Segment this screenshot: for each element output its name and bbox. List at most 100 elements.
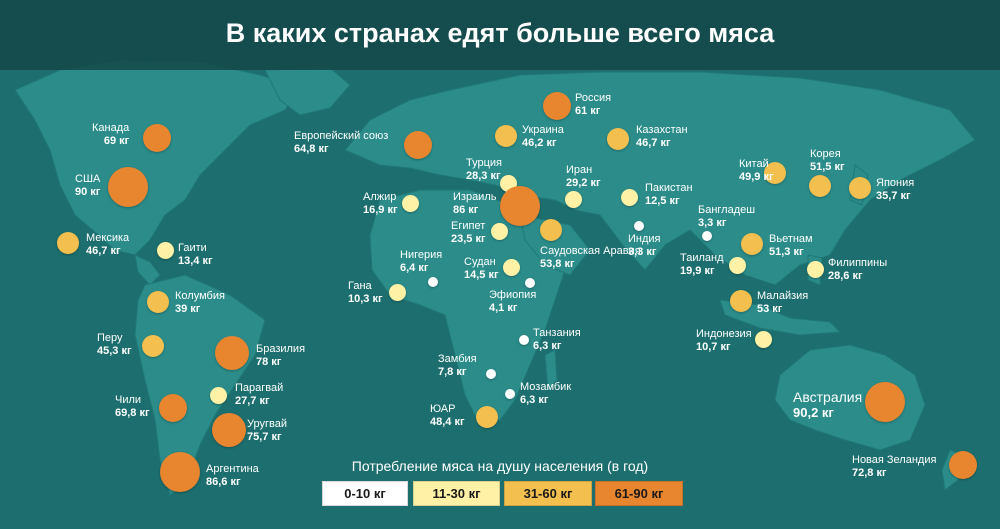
country-name: Казахстан bbox=[636, 124, 688, 136]
marker-корея bbox=[809, 175, 831, 197]
label-израиль: Израиль 86 кг bbox=[453, 191, 496, 217]
label-россия: Россия 61 кг bbox=[575, 92, 611, 118]
country-value: 7,8 кг bbox=[438, 366, 467, 378]
country-value: 46,2 кг bbox=[522, 137, 557, 149]
country-value: 64,8 кг bbox=[294, 143, 329, 155]
country-value: 51,5 кг bbox=[810, 161, 845, 173]
country-value: 72,8 кг bbox=[852, 467, 887, 479]
marker-аргентина bbox=[160, 452, 200, 492]
country-name: Япония bbox=[876, 177, 915, 189]
country-name: Индия bbox=[628, 233, 661, 245]
indonesia-shape bbox=[719, 299, 842, 336]
legend-chip-1: 0-10 кг bbox=[322, 481, 408, 506]
label-бразилия: Бразилия 78 кг bbox=[256, 343, 305, 369]
label-парагвай: Парагвай 27,7 кг bbox=[235, 382, 283, 408]
country-name: Канада bbox=[92, 122, 130, 134]
country-value: 27,7 кг bbox=[235, 395, 270, 407]
country-name: Мексика bbox=[86, 232, 130, 244]
country-name: Уругвай bbox=[247, 418, 287, 430]
marker-казахстан bbox=[607, 128, 629, 150]
country-value: 45,3 кг bbox=[97, 345, 132, 357]
label-гаити: Гаити 13,4 кг bbox=[178, 242, 213, 268]
country-name: Вьетнам bbox=[769, 233, 813, 245]
country-value: 61 кг bbox=[575, 105, 601, 117]
country-value: 3,3 кг bbox=[698, 217, 727, 229]
marker-судан bbox=[502, 258, 520, 276]
marker-новая-зеландия bbox=[949, 451, 977, 479]
marker-замбия bbox=[486, 369, 496, 379]
legend-chip-2: 11-30 кг bbox=[413, 481, 500, 506]
marker-пакистан bbox=[620, 188, 638, 206]
label-австралия: Австралия 90,2 кг bbox=[793, 389, 862, 420]
marker-танзания bbox=[519, 335, 529, 345]
country-value: 39 кг bbox=[175, 303, 201, 315]
marker-парагвай bbox=[209, 386, 227, 404]
label-филиппины: Филиппины 28,6 кг bbox=[828, 257, 887, 283]
marker-гана bbox=[388, 283, 406, 301]
madagascar-shape bbox=[544, 349, 558, 392]
marker-филиппины bbox=[806, 260, 824, 278]
marker-израиль bbox=[500, 186, 540, 226]
marker-украина bbox=[495, 125, 517, 147]
marker-япония bbox=[849, 177, 871, 199]
marker-мексика bbox=[57, 232, 79, 254]
country-value: 4,1 кг bbox=[489, 302, 518, 314]
country-value: 19,9 кг bbox=[680, 265, 715, 277]
title-bar bbox=[0, 0, 1000, 70]
label-аргентина: Аргентина 86,6 кг bbox=[206, 463, 259, 489]
country-name: Колумбия bbox=[175, 290, 225, 302]
country-value: 53,8 кг bbox=[540, 258, 575, 270]
marker-иран bbox=[564, 190, 582, 208]
country-value: 90,2 кг bbox=[793, 405, 834, 420]
marker-саудовская-аравия bbox=[540, 219, 562, 241]
country-name: Украина bbox=[522, 124, 564, 136]
country-value: 6,3 кг bbox=[520, 394, 549, 406]
country-value: 10,3 кг bbox=[348, 293, 383, 305]
country-name: Нигерия bbox=[400, 249, 443, 261]
label-бангладеш: Бангладеш 3,3 кг bbox=[698, 204, 755, 230]
country-name: Европейский союз bbox=[294, 130, 389, 142]
label-казахстан: Казахстан 46,7 кг bbox=[636, 124, 688, 150]
country-value: 10,7 кг bbox=[696, 341, 731, 353]
label-саудовская-аравия: Саудовская Аравия 53,8 кг bbox=[540, 245, 641, 271]
marker-индия bbox=[634, 221, 644, 231]
marker-австралия bbox=[865, 382, 905, 422]
marker-эфиопия bbox=[525, 278, 535, 288]
country-name: Китай bbox=[739, 158, 769, 170]
country-value: 12,5 кг bbox=[645, 195, 680, 207]
label-иран: Иран 29,2 кг bbox=[566, 164, 601, 190]
marker-канада bbox=[143, 124, 171, 152]
label-малайзия: Малайзия 53 кг bbox=[757, 290, 808, 316]
country-name: Россия bbox=[575, 92, 612, 104]
label-новая-зеландия: Новая Зеландия 72,8 кг bbox=[852, 454, 936, 480]
country-value: 53 кг bbox=[757, 303, 783, 315]
country-name: Гана bbox=[348, 280, 372, 292]
central-america-shape bbox=[134, 254, 161, 286]
country-name: Иран bbox=[566, 164, 593, 176]
marker-уругвай bbox=[212, 413, 246, 447]
label-мексика: Мексика 46,7 кг bbox=[86, 232, 129, 258]
marker-россия bbox=[543, 92, 571, 120]
label-таиланд: Таиланд 19,9 кг bbox=[680, 252, 724, 278]
arabia-shape bbox=[519, 214, 591, 276]
marker-мозамбик bbox=[505, 389, 515, 399]
label-колумбия: Колумбия 39 кг bbox=[175, 290, 225, 316]
country-value: 69,8 кг bbox=[115, 407, 150, 419]
label-танзания: Танзания 6,3 кг bbox=[533, 327, 581, 353]
label-нигерия: Нигерия 6,4 кг bbox=[400, 249, 442, 275]
country-value: 23,5 кг bbox=[451, 233, 486, 245]
country-value: 51,3 кг bbox=[769, 246, 804, 258]
marker-китай bbox=[764, 162, 786, 184]
country-name: Алжир bbox=[363, 191, 397, 203]
country-name: Таиланд bbox=[680, 252, 724, 264]
marker-индонезия bbox=[754, 330, 772, 348]
country-name: Индонезия bbox=[696, 328, 752, 340]
country-name: Чили bbox=[115, 394, 142, 406]
label-индия: Индия 3,3 кг bbox=[628, 233, 661, 259]
country-value: 6,3 кг bbox=[533, 340, 562, 352]
country-name: Эфиопия bbox=[489, 289, 537, 301]
label-индонезия: Индонезия 10,7 кг bbox=[696, 328, 752, 354]
country-name: Австралия bbox=[793, 389, 863, 405]
country-name: Саудовская Аравия bbox=[540, 245, 641, 257]
country-value: 13,4 кг bbox=[178, 255, 213, 267]
